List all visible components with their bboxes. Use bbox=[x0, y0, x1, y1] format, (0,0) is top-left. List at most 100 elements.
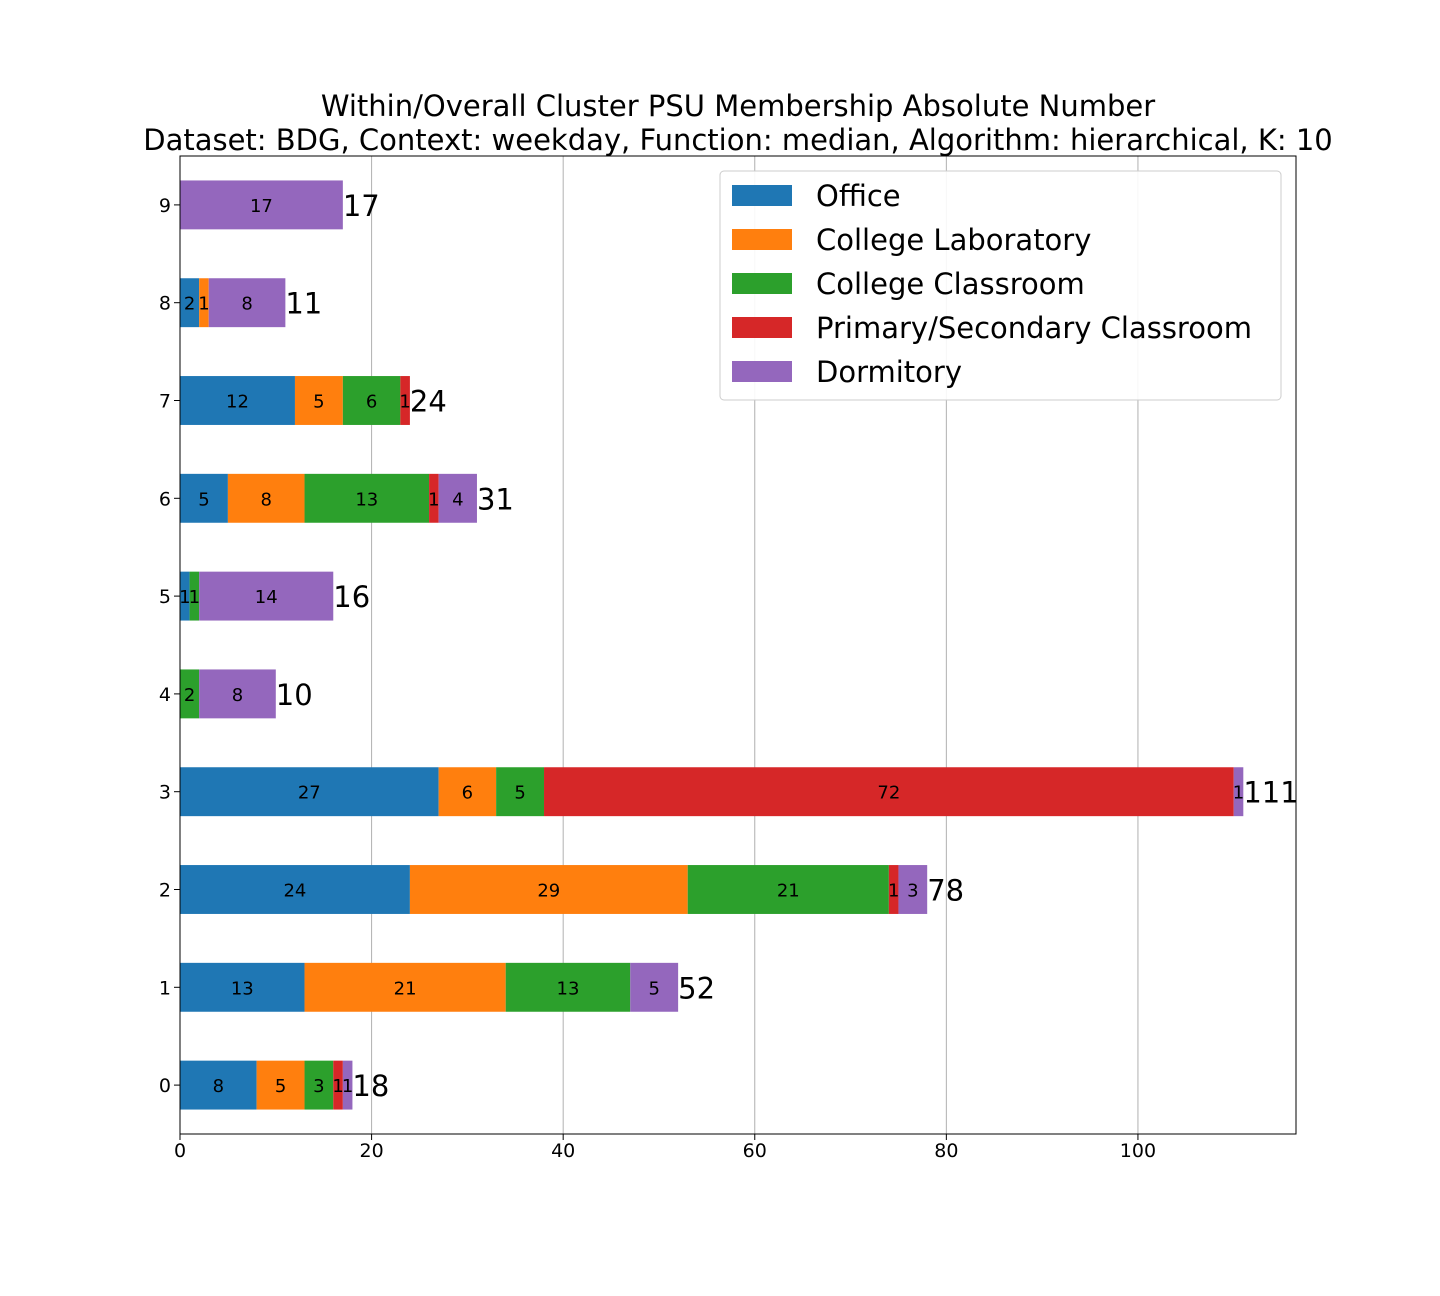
legend-label: Dormitory bbox=[816, 355, 962, 389]
legend-swatch bbox=[732, 185, 792, 206]
bar-segment bbox=[409, 865, 688, 914]
bar-segment bbox=[180, 571, 190, 621]
bar-segment bbox=[199, 278, 209, 328]
bar-total-label: 78 bbox=[927, 874, 964, 908]
segment-value-label: 21 bbox=[777, 881, 800, 902]
bar-total-label: 10 bbox=[276, 678, 313, 712]
legend-label: Office bbox=[816, 179, 901, 213]
segment-value-label: 5 bbox=[648, 978, 659, 999]
bar-segment bbox=[342, 376, 401, 425]
bar-segment bbox=[256, 1060, 305, 1110]
x-tick-label: 100 bbox=[1120, 1140, 1156, 1162]
legend-label: College Classroom bbox=[816, 267, 1085, 301]
legend-label: College Laboratory bbox=[816, 223, 1091, 257]
y-tick-label: 7 bbox=[159, 391, 171, 413]
bar-segment bbox=[199, 669, 276, 719]
segment-value-label: 6 bbox=[462, 783, 473, 804]
segment-value-label: 72 bbox=[877, 783, 900, 804]
segment-value-label: 29 bbox=[537, 881, 560, 902]
segment-value-label: 13 bbox=[231, 978, 254, 999]
bar-segment bbox=[898, 865, 928, 914]
segment-value-label: 3 bbox=[313, 1076, 324, 1097]
x-tick-label: 60 bbox=[743, 1140, 767, 1162]
bar-segment bbox=[180, 278, 200, 328]
x-tick-label: 20 bbox=[359, 1140, 383, 1162]
segment-value-label: 13 bbox=[557, 978, 580, 999]
segment-value-label: 1 bbox=[428, 489, 439, 510]
bar-segment bbox=[438, 767, 497, 817]
segment-value-label: 14 bbox=[255, 587, 278, 608]
y-tick-label: 5 bbox=[159, 586, 171, 608]
y-tick-label: 8 bbox=[159, 293, 171, 315]
segment-value-label: 13 bbox=[355, 489, 378, 510]
chart-subtitle: Dataset: BDG, Context: weekday, Function… bbox=[143, 123, 1333, 157]
bar-segment bbox=[304, 1060, 334, 1110]
legend: Office College Laboratory College Classroo… bbox=[719, 170, 1282, 401]
bar-segment bbox=[429, 473, 439, 523]
segment-value-label: 24 bbox=[283, 881, 306, 902]
bars bbox=[180, 180, 1244, 1110]
bar-segment bbox=[180, 1060, 257, 1110]
segment-value-label: 4 bbox=[452, 489, 463, 510]
legend-swatch bbox=[732, 317, 792, 338]
bar-segment bbox=[630, 962, 679, 1012]
bar-segment bbox=[180, 767, 439, 817]
y-tick-label: 3 bbox=[159, 782, 171, 804]
segment-value-label: 1 bbox=[332, 1076, 343, 1097]
bar-total-label: 31 bbox=[477, 482, 514, 516]
bar-segment bbox=[496, 767, 545, 817]
bar-segment bbox=[505, 962, 631, 1012]
segment-value-label: 1 bbox=[1233, 783, 1244, 804]
bar-segment bbox=[180, 962, 305, 1012]
x-tick-label: 40 bbox=[551, 1140, 575, 1162]
segment-value-label: 3 bbox=[907, 881, 918, 902]
segment-value-label: 2 bbox=[184, 294, 195, 315]
legend-swatch bbox=[732, 229, 792, 250]
bar-segment bbox=[342, 1060, 353, 1110]
bar-segment bbox=[199, 571, 334, 621]
segment-value-label: 5 bbox=[198, 489, 209, 510]
bar-total-label: 52 bbox=[678, 971, 715, 1005]
y-tick-label: 2 bbox=[159, 880, 171, 902]
segment-value-label: 17 bbox=[250, 196, 273, 217]
bar-segment bbox=[189, 571, 200, 621]
bar-segment bbox=[888, 865, 899, 914]
segment-value-label: 1 bbox=[888, 881, 899, 902]
segment-value-label: 2 bbox=[184, 685, 195, 706]
x-tick-label: 0 bbox=[174, 1140, 186, 1162]
y-tick-label: 0 bbox=[159, 1075, 171, 1097]
segment-value-label: 27 bbox=[298, 783, 321, 804]
bar-segment bbox=[180, 865, 410, 914]
bar-total-label: 16 bbox=[333, 580, 370, 614]
x-tick-label: 80 bbox=[934, 1140, 958, 1162]
bar-total-label: 17 bbox=[343, 189, 380, 223]
bar-total-label: 11 bbox=[285, 287, 322, 321]
bar-segment bbox=[400, 376, 410, 425]
legend-swatch bbox=[732, 361, 792, 382]
segment-value-label: 1 bbox=[189, 587, 200, 608]
segment-value-label: 1 bbox=[179, 587, 190, 608]
legend-swatch bbox=[732, 273, 792, 294]
plot-area-frame bbox=[179, 155, 1297, 1135]
bar-segment bbox=[208, 278, 286, 328]
bar-segment bbox=[687, 865, 889, 914]
segment-value-label: 8 bbox=[232, 685, 243, 706]
y-tick-label: 4 bbox=[159, 684, 171, 706]
bar-total-label: 24 bbox=[410, 385, 447, 419]
segment-value-label: 1 bbox=[198, 294, 209, 315]
segment-value-label: 21 bbox=[394, 978, 417, 999]
segment-value-label: 12 bbox=[226, 392, 249, 413]
segment-value-label: 5 bbox=[313, 392, 324, 413]
bar-total-label: 111 bbox=[1243, 776, 1298, 810]
y-tick-label: 9 bbox=[159, 195, 171, 217]
segment-value-label: 1 bbox=[399, 392, 410, 413]
segment-value-label: 8 bbox=[241, 294, 252, 315]
bar-segment bbox=[544, 767, 1234, 817]
segment-value-label: 5 bbox=[514, 783, 525, 804]
bar-segment bbox=[180, 376, 295, 425]
legend-box bbox=[719, 170, 1282, 401]
